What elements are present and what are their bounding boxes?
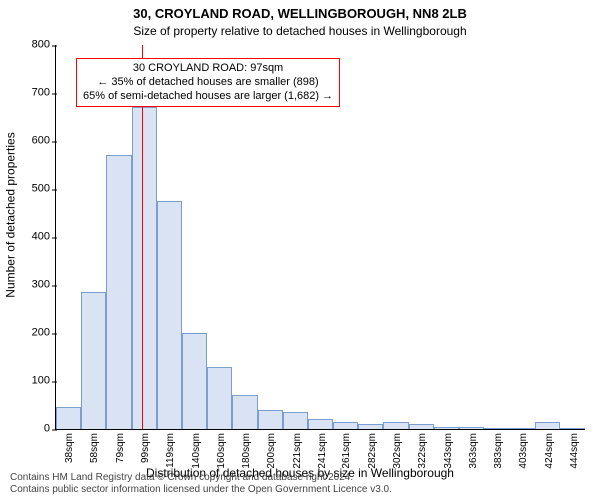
chart-subtitle: Size of property relative to detached ho… <box>0 24 600 38</box>
histogram-bar <box>81 292 106 429</box>
histogram-bar <box>157 201 182 429</box>
x-tick-label: 38sqm <box>64 429 75 463</box>
histogram-bar <box>182 333 207 429</box>
histogram-bar <box>232 395 257 429</box>
y-tick-label: 100 <box>10 376 56 387</box>
x-tick-label: 160sqm <box>216 429 227 469</box>
x-tick-label: 282sqm <box>367 429 378 469</box>
histogram-bar <box>56 407 81 429</box>
x-tick-label: 99sqm <box>140 429 151 463</box>
y-tick-label: 400 <box>10 232 56 243</box>
histogram-bar <box>258 410 283 429</box>
y-tick-label: 200 <box>10 328 56 339</box>
x-tick-label: 363sqm <box>468 429 479 469</box>
histogram-bar <box>333 422 358 429</box>
y-tick-label: 600 <box>10 136 56 147</box>
y-tick-label: 700 <box>10 88 56 99</box>
x-tick-label: 403sqm <box>518 429 529 469</box>
y-tick-label: 300 <box>10 280 56 291</box>
histogram-bar <box>383 422 408 429</box>
footer-line-2: Contains public sector information licen… <box>10 484 600 496</box>
x-tick-label: 140sqm <box>191 429 202 469</box>
x-tick-label: 302sqm <box>392 429 403 469</box>
annotation-line-1: 30 CROYLAND ROAD: 97sqm <box>83 62 333 76</box>
x-tick-label: 119sqm <box>165 429 176 468</box>
x-tick-label: 180sqm <box>241 429 252 469</box>
annotation-line-2: ← 35% of detached houses are smaller (89… <box>83 76 333 90</box>
x-tick-label: 58sqm <box>89 429 100 463</box>
y-tick-label: 500 <box>10 184 56 195</box>
annotation-box: 30 CROYLAND ROAD: 97sqm ← 35% of detache… <box>76 58 340 107</box>
plot-area: 30 CROYLAND ROAD: 97sqm ← 35% of detache… <box>55 45 585 430</box>
chart-title: 30, CROYLAND ROAD, WELLINGBOROUGH, NN8 2… <box>0 6 600 21</box>
x-tick-label: 383sqm <box>493 429 504 469</box>
chart-container: 30, CROYLAND ROAD, WELLINGBOROUGH, NN8 2… <box>0 0 600 500</box>
histogram-bar <box>132 107 157 429</box>
y-axis-label: Number of detached properties <box>4 0 18 430</box>
y-tick-label: 800 <box>10 40 56 51</box>
histogram-bar <box>308 419 333 429</box>
x-tick-label: 261sqm <box>341 429 352 469</box>
x-tick-label: 79sqm <box>115 429 126 463</box>
x-tick-label: 444sqm <box>569 429 580 469</box>
x-tick-label: 241sqm <box>317 429 328 469</box>
y-tick-label: 0 <box>10 424 56 435</box>
x-tick-label: 221sqm <box>292 429 303 469</box>
x-tick-label: 343sqm <box>443 429 454 469</box>
annotation-line-3: 65% of semi-detached houses are larger (… <box>83 90 333 104</box>
histogram-bar <box>207 367 232 429</box>
histogram-bar <box>283 412 308 429</box>
histogram-bar <box>535 422 560 429</box>
footer-line-1: Contains HM Land Registry data © Crown c… <box>10 472 600 484</box>
y-axis-label-text: Number of detached properties <box>4 132 18 297</box>
x-tick-label: 200sqm <box>266 429 277 469</box>
x-tick-label: 424sqm <box>544 429 555 469</box>
footer: Contains HM Land Registry data © Crown c… <box>0 472 600 496</box>
histogram-bar <box>106 155 131 429</box>
x-tick-label: 322sqm <box>417 429 428 469</box>
